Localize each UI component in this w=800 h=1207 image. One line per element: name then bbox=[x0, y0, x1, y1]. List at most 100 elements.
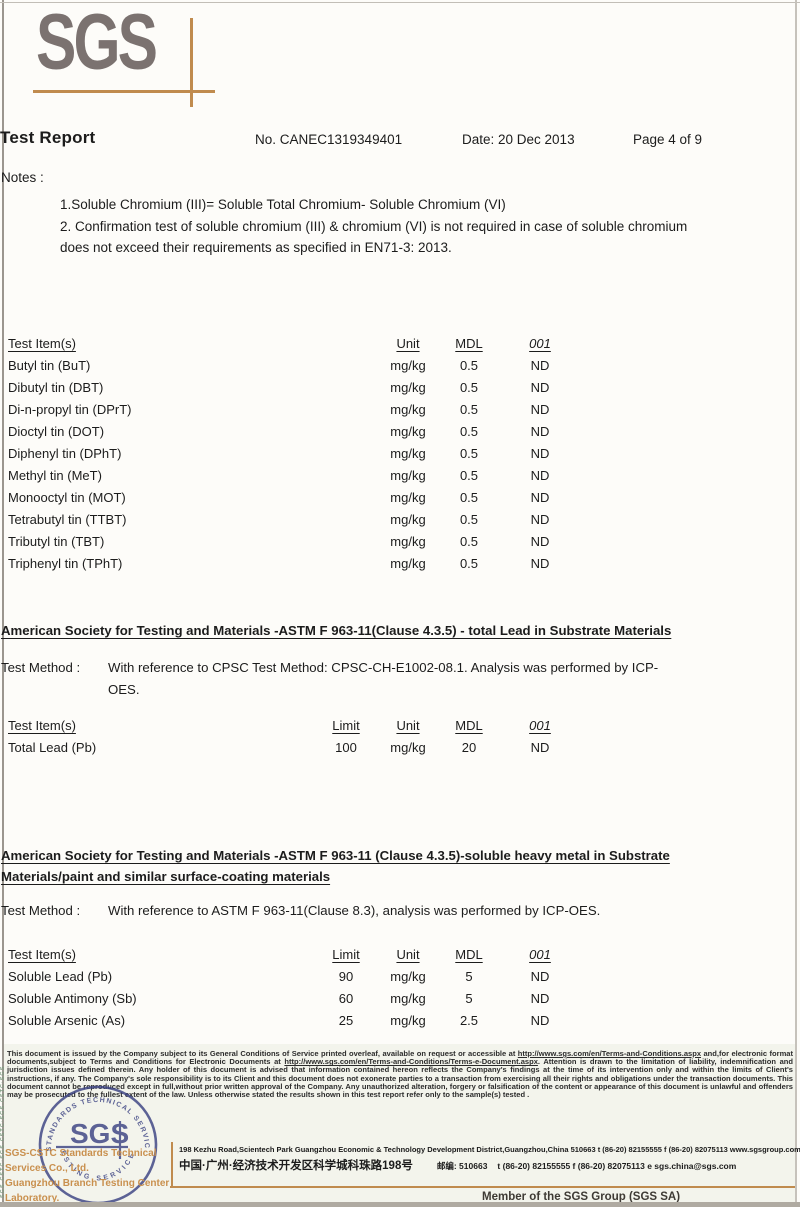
unit-value: mg/kg bbox=[390, 1012, 426, 1028]
mdl-value: 0.5 bbox=[459, 357, 479, 373]
test-method-label: Test Method : bbox=[1, 903, 81, 918]
page-edge-bottom bbox=[0, 1202, 800, 1207]
mdl-value: 0.5 bbox=[459, 511, 479, 527]
result-value: ND bbox=[530, 357, 550, 373]
table-row: Triphenyl tin (TPhT) mg/kg 0.5 ND bbox=[0, 552, 600, 574]
col-header-mdl: MDL bbox=[455, 946, 483, 962]
mdl-value: 0.5 bbox=[459, 467, 479, 483]
terms-text: . Attention is drawn to the limitation o… bbox=[7, 1057, 793, 1100]
result-value: ND bbox=[530, 489, 550, 505]
test-item-name: Soluble Lead (Pb) bbox=[8, 968, 113, 984]
table-row: Soluble Antimony (Sb) 60 mg/kg 5 ND bbox=[0, 987, 600, 1009]
result-value: ND bbox=[530, 968, 550, 984]
result-value: ND bbox=[530, 990, 550, 1006]
col-header-unit: Unit bbox=[396, 717, 420, 733]
organotin-results-table: Test Item(s) Unit MDL 001 Butyl tin (BuT… bbox=[0, 332, 600, 574]
address-english: 198 Kezhu Road,Scientech Park Guangzhou … bbox=[179, 1145, 800, 1154]
col-header-sample-001: 001 bbox=[529, 335, 551, 351]
footer-vertical-divider bbox=[171, 1142, 173, 1186]
test-item-name: Di-n-propyl tin (DPrT) bbox=[8, 401, 132, 417]
limit-value: 25 bbox=[338, 1012, 354, 1028]
col-header-limit: Limit bbox=[332, 946, 360, 962]
result-value: ND bbox=[530, 533, 550, 549]
col-header-test-item: Test Item(s) bbox=[8, 717, 76, 733]
limit-value: 100 bbox=[335, 739, 357, 755]
table-row: Soluble Lead (Pb) 90 mg/kg 5 ND bbox=[0, 965, 600, 987]
logo-crosshair-horizontal bbox=[33, 90, 215, 93]
table-row: Monooctyl tin (MOT) mg/kg 0.5 ND bbox=[0, 486, 600, 508]
result-value: ND bbox=[530, 423, 550, 439]
table-row: Dioctyl tin (DOT) mg/kg 0.5 ND bbox=[0, 420, 600, 442]
mdl-value: 0.5 bbox=[459, 423, 479, 439]
footer-horizontal-rule bbox=[170, 1186, 795, 1188]
limit-value: 60 bbox=[338, 990, 354, 1006]
mdl-value: 5 bbox=[465, 968, 473, 984]
soluble-heavy-metal-results-table: Test Item(s) Limit Unit MDL 001 Soluble … bbox=[0, 943, 600, 1031]
logo-crosshair-vertical bbox=[190, 18, 193, 107]
company-line-1: SGS-CSTC Standards Technical Services Co… bbox=[5, 1148, 157, 1174]
col-header-limit: Limit bbox=[332, 717, 360, 733]
note-line: does not exceed their requirements as sp… bbox=[60, 240, 452, 255]
test-item-name: Soluble Antimony (Sb) bbox=[8, 990, 137, 1006]
terms-link-2: http://www.sgs.com/en/Terms-and-Conditio… bbox=[284, 1057, 538, 1067]
unit-value: mg/kg bbox=[390, 968, 426, 984]
note-line: 2. Confirmation test of soluble chromium… bbox=[60, 218, 688, 234]
unit-value: mg/kg bbox=[390, 990, 426, 1006]
address-chinese: 中国·广州·经济技术开发区科学城科珠路198号 bbox=[179, 1160, 413, 1172]
mdl-value: 0.5 bbox=[459, 555, 479, 571]
test-item-name: Methyl tin (MeT) bbox=[8, 467, 102, 483]
limit-value: 90 bbox=[338, 968, 354, 984]
mdl-value: 0.5 bbox=[459, 401, 479, 417]
unit-value: mg/kg bbox=[390, 555, 426, 571]
unit-value: mg/kg bbox=[390, 489, 426, 505]
sgs-group-member-line: Member of the SGS Group (SGS SA) bbox=[482, 1191, 681, 1203]
unit-value: mg/kg bbox=[390, 445, 426, 461]
col-header-mdl: MDL bbox=[455, 335, 483, 351]
mdl-value: 0.5 bbox=[459, 445, 479, 461]
test-method-1: Test Method : With reference to CPSC Tes… bbox=[1, 657, 721, 701]
result-value: ND bbox=[530, 445, 550, 461]
report-date: Date: 20 Dec 2013 bbox=[462, 132, 575, 147]
col-header-unit: Unit bbox=[396, 946, 420, 962]
test-item-name: Triphenyl tin (TPhT) bbox=[8, 555, 123, 571]
table-row: Total Lead (Pb) 100 mg/kg 20 ND bbox=[0, 736, 600, 758]
test-method-text: With reference to ASTM F 963-11(Clause 8… bbox=[108, 903, 601, 918]
table-row: Dibutyl tin (DBT) mg/kg 0.5 ND bbox=[0, 376, 600, 398]
result-value: ND bbox=[530, 379, 550, 395]
table-header-row: Test Item(s) Limit Unit MDL 001 bbox=[0, 714, 600, 736]
postal-code: 邮编: 510663 bbox=[436, 1161, 488, 1171]
test-method-2: Test Method : With reference to ASTM F 9… bbox=[1, 900, 721, 922]
test-item-name: Diphenyl tin (DPhT) bbox=[8, 445, 122, 461]
terms-text: and,for electronic format documents,subj… bbox=[7, 1049, 793, 1067]
col-header-test-item: Test Item(s) bbox=[8, 335, 76, 351]
contact-info: t (86-20) 82155555 f (86-20) 82075113 e … bbox=[497, 1161, 737, 1171]
result-value: ND bbox=[530, 467, 550, 483]
col-header-sample-001: 001 bbox=[529, 717, 551, 733]
notes-body: 1.Soluble Chromium (III)= Soluble Total … bbox=[60, 194, 798, 259]
page-title: Test Report bbox=[0, 128, 96, 147]
col-header-sample-001: 001 bbox=[529, 946, 551, 962]
unit-value: mg/kg bbox=[390, 423, 426, 439]
sgs-logo-text: SGS bbox=[36, 0, 158, 86]
unit-value: mg/kg bbox=[390, 401, 426, 417]
mdl-value: 2.5 bbox=[459, 1012, 479, 1028]
total-lead-results-table: Test Item(s) Limit Unit MDL 001 Total Le… bbox=[0, 714, 600, 758]
footer-company-name: SGS-CSTC Standards Technical Services Co… bbox=[5, 1146, 173, 1206]
unit-value: mg/kg bbox=[390, 357, 426, 373]
result-value: ND bbox=[530, 511, 550, 527]
test-item-name: Dioctyl tin (DOT) bbox=[8, 423, 105, 439]
report-title-row: Test Report No. CANEC1319349401 Date: 20… bbox=[0, 128, 796, 152]
table-row: Di-n-propyl tin (DPrT) mg/kg 0.5 ND bbox=[0, 398, 600, 420]
terms-link-1: http://www.sgs.com/en/Terms-and-Conditio… bbox=[517, 1049, 702, 1058]
report-number: No. CANEC1319349401 bbox=[255, 132, 403, 147]
test-item-name: Tetrabutyl tin (TTBT) bbox=[8, 511, 127, 527]
page-indicator: Page 4 of 9 bbox=[633, 132, 703, 147]
col-header-unit: Unit bbox=[396, 335, 420, 351]
notes-label: Notes : bbox=[1, 170, 44, 185]
test-item-name: Butyl tin (BuT) bbox=[8, 357, 91, 373]
table-row: Tetrabutyl tin (TTBT) mg/kg 0.5 ND bbox=[0, 508, 600, 530]
address-chinese-row: 中国·广州·经济技术开发区科学城科珠路198号 邮编: 510663 t (86… bbox=[179, 1157, 795, 1173]
result-value: ND bbox=[530, 401, 550, 417]
